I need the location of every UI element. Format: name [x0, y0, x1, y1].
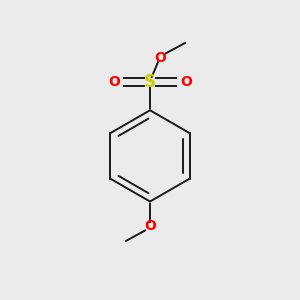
Text: S: S — [144, 73, 156, 91]
Text: O: O — [108, 75, 120, 89]
Text: O: O — [180, 75, 192, 89]
Text: O: O — [154, 51, 166, 65]
Text: O: O — [144, 219, 156, 233]
